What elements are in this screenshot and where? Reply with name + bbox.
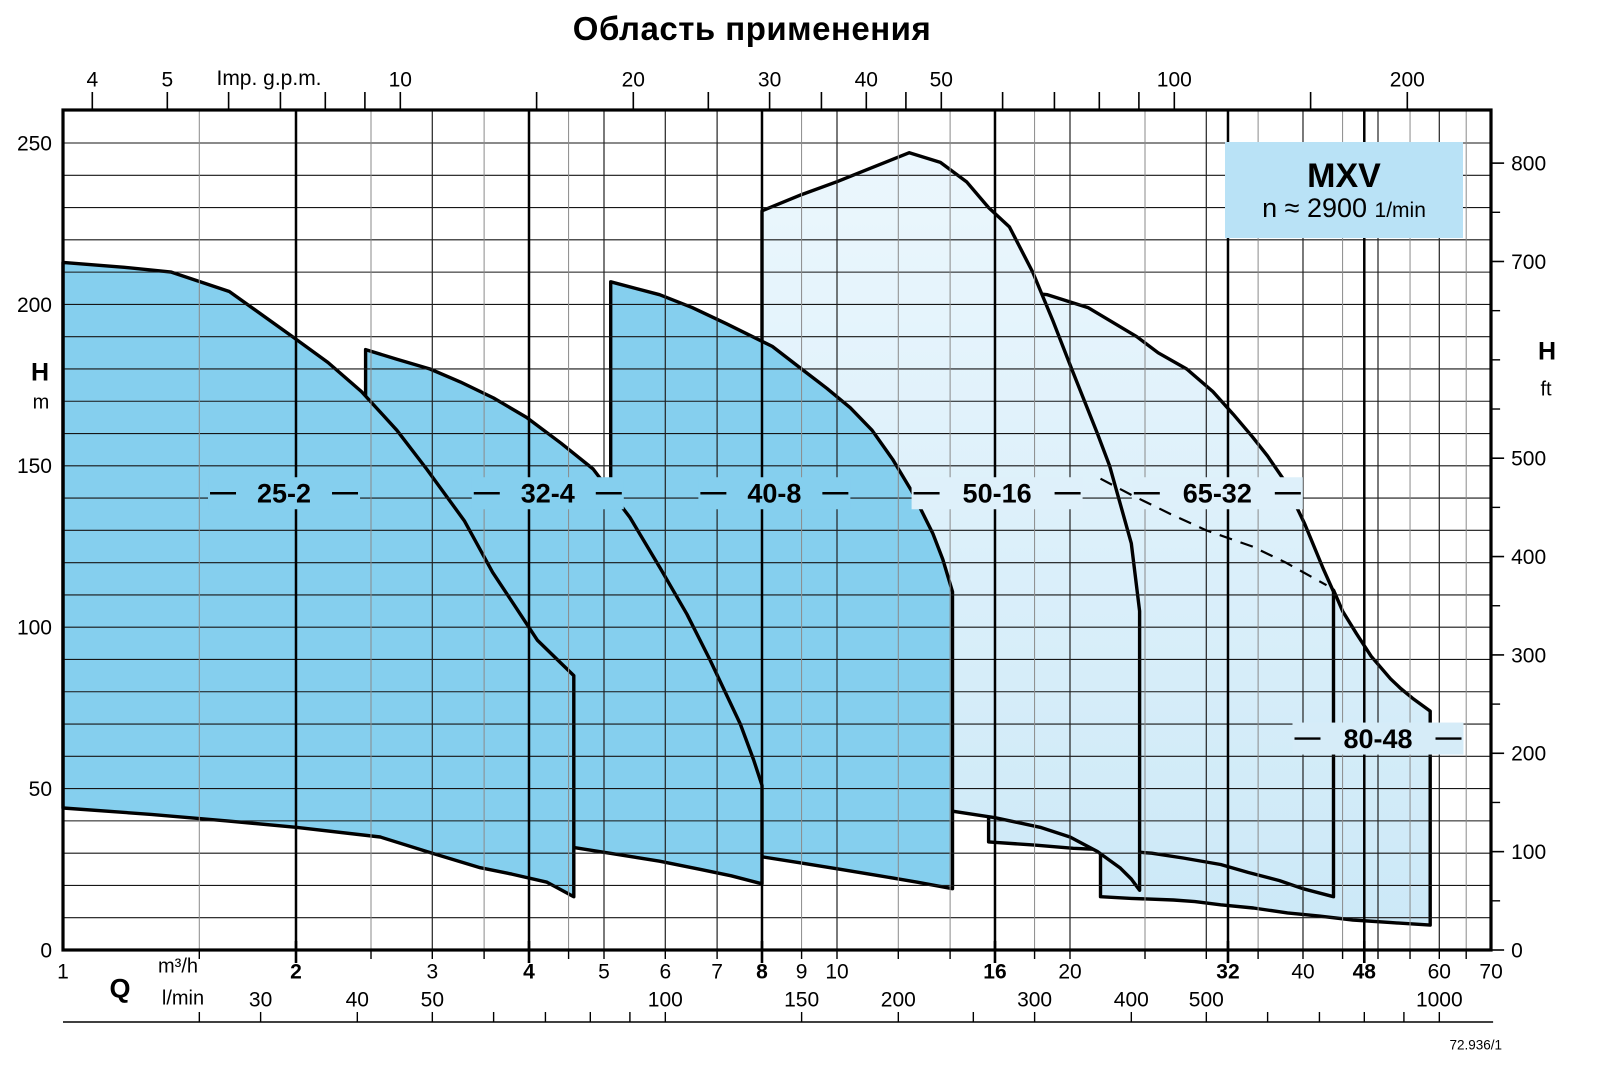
left-tick-label: 150 <box>17 455 52 478</box>
top-axis-unit-label: Imp. g.p.m. <box>216 67 322 90</box>
flow-axis-unit-m3h: m³/h <box>158 955 198 978</box>
page-title: Область применения <box>572 10 932 47</box>
flow-tick-label: 70 <box>1479 960 1502 983</box>
top-tick-label: 200 <box>1390 68 1425 91</box>
right-tick-label: 800 <box>1511 152 1546 175</box>
lmin-tick-label: 200 <box>881 988 916 1011</box>
lmin-tick-label: 500 <box>1189 988 1224 1011</box>
pump-label-50-16: 50-16 <box>963 479 1032 509</box>
right-tick-label: 100 <box>1511 841 1546 864</box>
pump-label-bg <box>911 477 1083 510</box>
right-tick-label: 500 <box>1511 448 1546 471</box>
flow-tick-label: 3 <box>426 960 438 983</box>
right-axis-unit: ft <box>1540 378 1552 401</box>
flow-tick-label: 32 <box>1216 960 1239 983</box>
pump-envelopes <box>61 151 1432 927</box>
flow-tick-label: 5 <box>598 960 610 983</box>
doc-number: 72.936/1 <box>1449 1037 1502 1053</box>
left-tick-label: 200 <box>17 294 52 317</box>
pump-label-bg <box>1131 477 1303 510</box>
plot-frame <box>61 108 1493 952</box>
pump-envelope-25-2 <box>61 260 576 899</box>
pump-label-80-48: 80-48 <box>1343 724 1412 754</box>
legend-speed-unit: 1/min <box>1374 198 1426 222</box>
lmin-tick-label: 1000 <box>1416 988 1463 1011</box>
flow-tick-label: 7 <box>711 960 723 983</box>
left-tick-label: 0 <box>40 939 52 962</box>
flow-tick-label: 16 <box>983 960 1006 983</box>
left-tick-label: 250 <box>17 132 52 155</box>
right-tick-label: 700 <box>1511 251 1546 274</box>
pump-label-bg <box>1292 722 1464 755</box>
flow-tick-label: 10 <box>825 960 848 983</box>
flow-tick-label: 2 <box>290 960 302 983</box>
flow-tick-label: 40 <box>1291 960 1314 983</box>
right-tick-label: 400 <box>1511 546 1546 569</box>
left-tick-label: 50 <box>29 778 52 801</box>
flow-tick-label: 60 <box>1428 960 1451 983</box>
lmin-tick-label: 30 <box>249 988 272 1011</box>
legend-box: MXV n ≈ 2900 1/min <box>1225 142 1463 238</box>
flow-tick-label: 4 <box>523 960 535 983</box>
left-axis-unit: m <box>32 391 50 414</box>
flow-axis-unit-lmin: l/min <box>161 987 205 1010</box>
top-tick-label: 10 <box>389 68 412 91</box>
top-tick-label: 40 <box>855 68 878 91</box>
lmin-tick-label: 100 <box>648 988 683 1011</box>
pump-label-40-8: 40-8 <box>747 479 801 509</box>
right-tick-label: 200 <box>1511 743 1546 766</box>
lmin-tick-label: 400 <box>1114 988 1149 1011</box>
lmin-tick-label: 50 <box>421 988 444 1011</box>
top-tick-label: 50 <box>930 68 953 91</box>
flow-tick-label: 20 <box>1058 960 1081 983</box>
lmin-tick-label: 300 <box>1017 988 1052 1011</box>
right-tick-label: 300 <box>1511 644 1546 667</box>
pump-label-25-2: 25-2 <box>257 479 311 509</box>
top-tick-label: 100 <box>1157 68 1192 91</box>
flow-tick-label: 6 <box>659 960 671 983</box>
top-tick-label: 5 <box>161 68 173 91</box>
right-tick-label: 0 <box>1511 939 1523 962</box>
legend-speed: n ≈ 2900 1/min <box>1262 192 1426 223</box>
legend-speed-value: n ≈ 2900 <box>1262 192 1368 223</box>
lmin-tick-label: 150 <box>784 988 819 1011</box>
flow-axis-quantity: Q <box>109 973 131 1004</box>
hidden-boundary-dashed <box>1099 477 1328 587</box>
left-axis-quantity: H <box>30 358 50 387</box>
pump-label-65-32: 65-32 <box>1183 479 1252 509</box>
top-tick-label: 4 <box>86 68 98 91</box>
lmin-tick-label: 40 <box>346 988 369 1011</box>
pump-label-32-4: 32-4 <box>521 479 575 509</box>
top-tick-label: 30 <box>758 68 781 91</box>
flow-tick-label: 9 <box>796 960 808 983</box>
flow-tick-label: 8 <box>756 960 768 983</box>
left-tick-label: 100 <box>17 617 52 640</box>
axes: 4 5 10 20 30 40 50 100 2000501001502002500100200… <box>17 68 1546 1023</box>
flow-tick-label: 48 <box>1353 960 1377 983</box>
legend-model: MXV <box>1307 156 1381 195</box>
flow-tick-label: 1 <box>57 960 69 983</box>
top-tick-label: 20 <box>622 68 645 91</box>
labels-and-annotations: 25-2 32-4 40-8 50-16 65-32 80-48 <box>208 477 1464 755</box>
right-axis-quantity: H <box>1537 337 1557 366</box>
